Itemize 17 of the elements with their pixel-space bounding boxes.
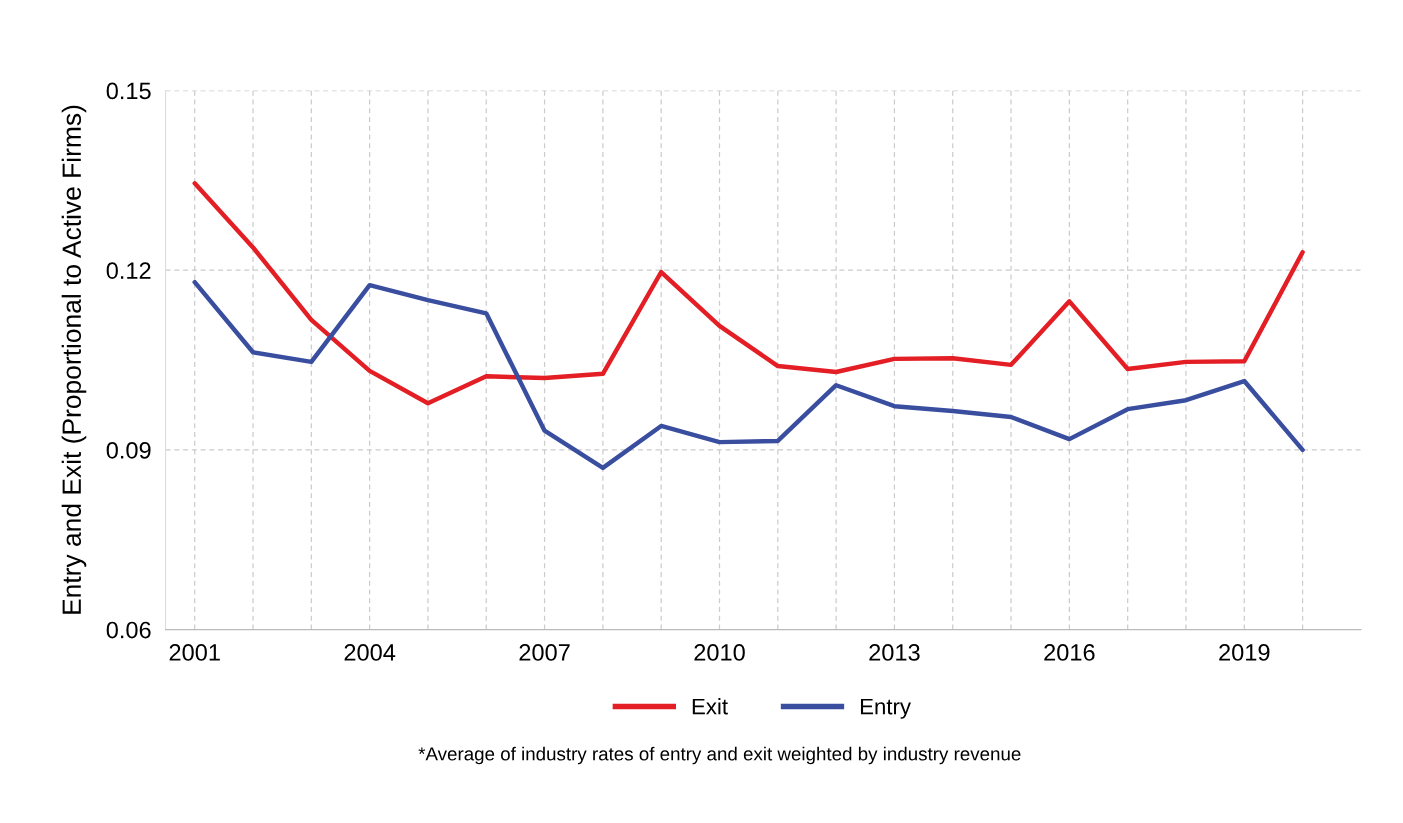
y-tick-label: 0.15: [106, 82, 151, 100]
y-tick-label: 0.09: [106, 441, 151, 459]
legend-label: Entry: [860, 698, 911, 719]
line-series: [192, 181, 1305, 406]
y-tick-label: 0.12: [106, 262, 151, 280]
x-tick-label: 2004: [344, 644, 396, 661]
x-tick-label: 2010: [694, 644, 745, 661]
x-tick-label: 2007: [519, 644, 570, 661]
x-tick-label: 2016: [1044, 644, 1095, 661]
x-tick-label: 2013: [869, 644, 920, 661]
x-tick-label: 2019: [1219, 644, 1270, 661]
text: *Average of industry rates of entry and exit weighted by industry revenue: [418, 746, 1021, 765]
y-tick-label: 0.06: [106, 621, 151, 639]
y-axis-title: Entry and Exit (Proportional to Active Firms): [61, 105, 87, 614]
legend-label: Exit: [692, 698, 728, 715]
line-series: [192, 279, 1305, 471]
x-tick-label: 2001: [169, 644, 220, 661]
